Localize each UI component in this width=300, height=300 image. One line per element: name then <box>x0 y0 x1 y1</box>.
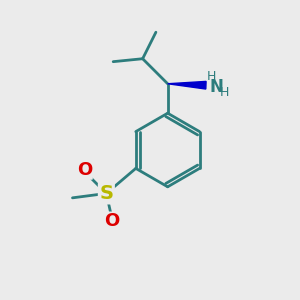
Text: O: O <box>76 161 92 179</box>
Text: S: S <box>99 184 113 203</box>
Text: N: N <box>209 78 224 96</box>
Text: O: O <box>105 212 120 230</box>
Text: H: H <box>220 86 229 99</box>
Polygon shape <box>168 81 206 89</box>
Text: H: H <box>207 70 216 83</box>
